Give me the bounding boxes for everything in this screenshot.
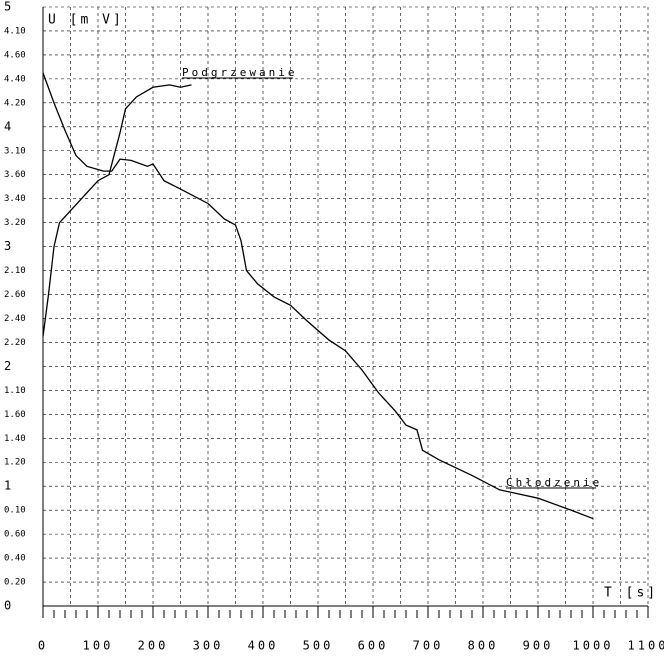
y-tick-label: 2.20: [4, 338, 26, 348]
x-tick-label: 1100: [628, 639, 664, 653]
y-tick-label: 4.60: [4, 50, 26, 60]
x-tick-label: 0: [38, 639, 48, 653]
y-tick-label: 3.20: [4, 218, 26, 228]
y-tick-label: 1.10: [4, 386, 26, 396]
series-line: [42, 72, 594, 520]
y-tick-label: 0.40: [4, 554, 26, 564]
series-line: [42, 84, 192, 337]
x-tick-label: 500: [303, 639, 334, 653]
x-tick-label: 900: [523, 639, 554, 653]
y-tick-label: 3: [4, 239, 11, 253]
x-tick-label: 800: [468, 639, 499, 653]
y-tick-label: 2: [4, 359, 11, 373]
y-tick-label: 3.40: [4, 194, 26, 204]
x-tick-label: 600: [358, 639, 389, 653]
y-tick-label: 1: [4, 479, 11, 493]
y-tick-label: 2.40: [4, 314, 26, 324]
x-tick-label: 300: [193, 639, 224, 653]
x-axis-label: T [s]: [604, 586, 658, 601]
y-tick-label: 1.40: [4, 434, 26, 444]
series-label: Podgrzewanie: [182, 66, 297, 79]
y-tick-label: 2.10: [4, 266, 26, 276]
y-tick-label: 1.60: [4, 410, 26, 420]
series-label: Chłodzenie: [506, 476, 602, 489]
y-tick-label: 4.40: [4, 74, 26, 84]
y-tick-label: 0.20: [4, 578, 26, 588]
y-tick-label: 3.10: [4, 146, 26, 156]
y-tick-label: 4.10: [4, 26, 26, 36]
y-tick-label: 2.60: [4, 290, 26, 300]
y-tick-label: 0.60: [4, 530, 26, 540]
y-tick-label: 3.60: [4, 170, 26, 180]
y-tick-label: 4.20: [4, 98, 26, 108]
y-tick-label: 5: [4, 0, 11, 14]
x-tick-label: 700: [413, 639, 444, 653]
y-tick-label: 1.20: [4, 458, 26, 468]
x-tick-label: 100: [83, 639, 114, 653]
x-tick-label: 400: [248, 639, 279, 653]
y-tick-label: 4: [4, 119, 11, 133]
y-tick-label: 0: [4, 599, 11, 613]
y-axis-label: U [m V]: [48, 13, 124, 28]
y-tick-label: 0.10: [4, 506, 26, 516]
x-tick-label: 200: [138, 639, 169, 653]
x-tick-label: 1000: [573, 639, 614, 653]
